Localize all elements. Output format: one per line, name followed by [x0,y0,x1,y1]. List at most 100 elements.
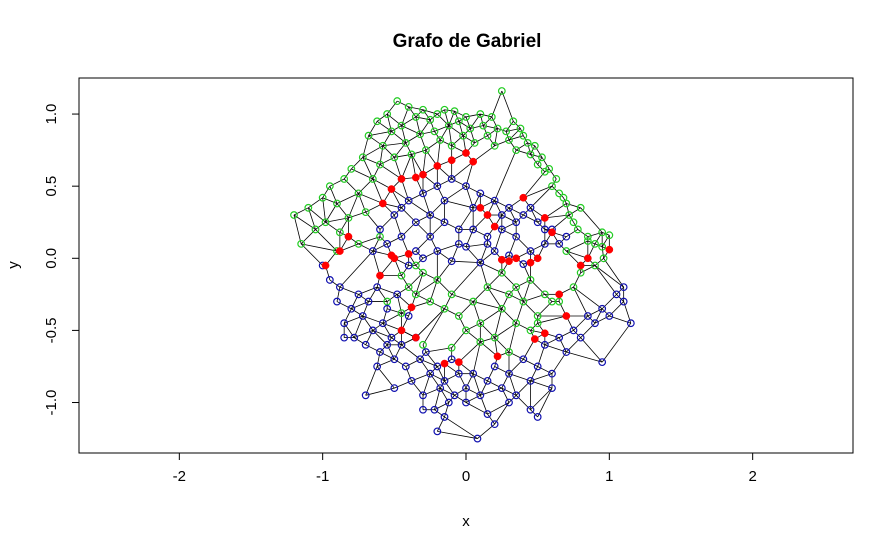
graph-edge [444,416,478,439]
graph-edge [405,142,412,155]
data-point-series-1 [421,146,430,155]
data-point-series-1 [444,121,453,130]
data-point-series-1 [440,105,449,114]
graph-edge [425,347,452,353]
data-point-series-3 [447,156,456,165]
graph-edge [568,207,581,216]
data-point-series-2 [454,225,463,234]
graph-edge [408,106,424,111]
data-point-series-1 [576,268,585,277]
data-point-series-3 [576,261,585,270]
graph-edge [329,279,341,288]
graph-edge [420,130,435,135]
graph-edge [577,229,589,237]
data-point-series-2 [368,326,377,335]
data-point-series-2 [512,391,521,400]
graph-edge [372,178,384,204]
graph-edge [537,315,567,324]
data-point-series-1 [454,312,463,320]
graph-edge [534,145,543,158]
data-point-series-2 [436,384,445,392]
axes: -2 -1 0 1 2 -1.0 -0.5 0.0 0.5 1.0 [43,104,757,485]
data-point-series-1 [548,182,556,191]
data-point-series-3 [583,254,592,263]
graph-edge [558,243,567,252]
graph-edge [616,294,624,302]
graph-edge [422,150,427,175]
graph-edge [300,243,323,266]
graph-edge [351,157,364,170]
graph-edge [465,185,481,194]
data-point-series-1 [562,199,571,208]
data-point-series-2 [426,369,435,378]
graph-edge [566,229,579,237]
graph-edge [348,193,359,219]
x-tick-label: 1 [605,468,613,485]
graph-edge [487,128,498,137]
graph-edge [523,214,538,223]
graph-edge [494,139,510,147]
data-point-series-2 [411,247,420,255]
graph-edge [480,113,492,118]
graph-edge [362,157,374,180]
data-point-series-1 [376,160,384,169]
data-point-series-2 [419,391,427,400]
data-point-series-2 [519,355,528,364]
y-tick-label: 0.5 [43,176,60,197]
data-point-series-2 [404,312,413,320]
graph-edge [458,116,467,122]
graph-edge [405,366,412,382]
graph-edge [454,394,467,403]
graph-edge [429,119,435,132]
data-point-series-2 [397,340,406,349]
graph-edge [508,286,517,295]
data-point-series-2 [433,247,442,255]
graph-edge [580,337,603,363]
graph-edge [362,301,369,317]
graph-edge [434,402,449,411]
data-point-series-1 [526,276,535,284]
y-tick-label: -1.0 [43,390,60,416]
data-point-series-1 [354,239,363,248]
x-axis-label: x [462,513,470,530]
data-point-series-2 [526,247,535,255]
graph-edge [474,135,488,144]
data-point-series-3 [404,250,413,258]
data-point-series-2 [626,319,635,328]
data-point-series-1 [476,110,485,118]
graph-edge [339,217,349,233]
graph-edge [415,214,431,223]
data-point-series-1 [447,343,456,352]
graph-edge [530,154,543,158]
graph-edge [566,240,589,252]
data-point-series-1 [401,139,410,147]
data-point-series-2 [354,290,363,299]
data-point-series-2 [373,362,382,371]
data-point-series-2 [490,196,499,205]
graph-edge [444,109,450,126]
graph-edge [439,125,450,141]
data-point-series-2 [383,340,392,349]
graph-edge [544,337,560,346]
data-point-series-1 [416,130,425,139]
graph-edge [415,265,424,273]
data-point-series-2 [368,247,377,255]
graph-edge [372,250,381,276]
graph-edge [422,109,438,115]
graph-edge [301,243,338,252]
graph-edge [365,387,395,396]
graph-edge [566,351,603,363]
graph-edge [396,286,409,295]
graph-edge [379,344,388,353]
graph-edge [494,308,503,338]
graph-edge [544,294,553,302]
graph-edge [548,168,557,180]
graph-edge [436,416,445,432]
graph-edge [530,409,538,418]
data-point-series-2 [397,203,406,212]
graph-edge [501,294,510,309]
graph-edge [480,193,495,201]
data-point-series-1 [325,182,334,191]
graph-edge [523,185,553,199]
graph-edge [408,200,431,216]
